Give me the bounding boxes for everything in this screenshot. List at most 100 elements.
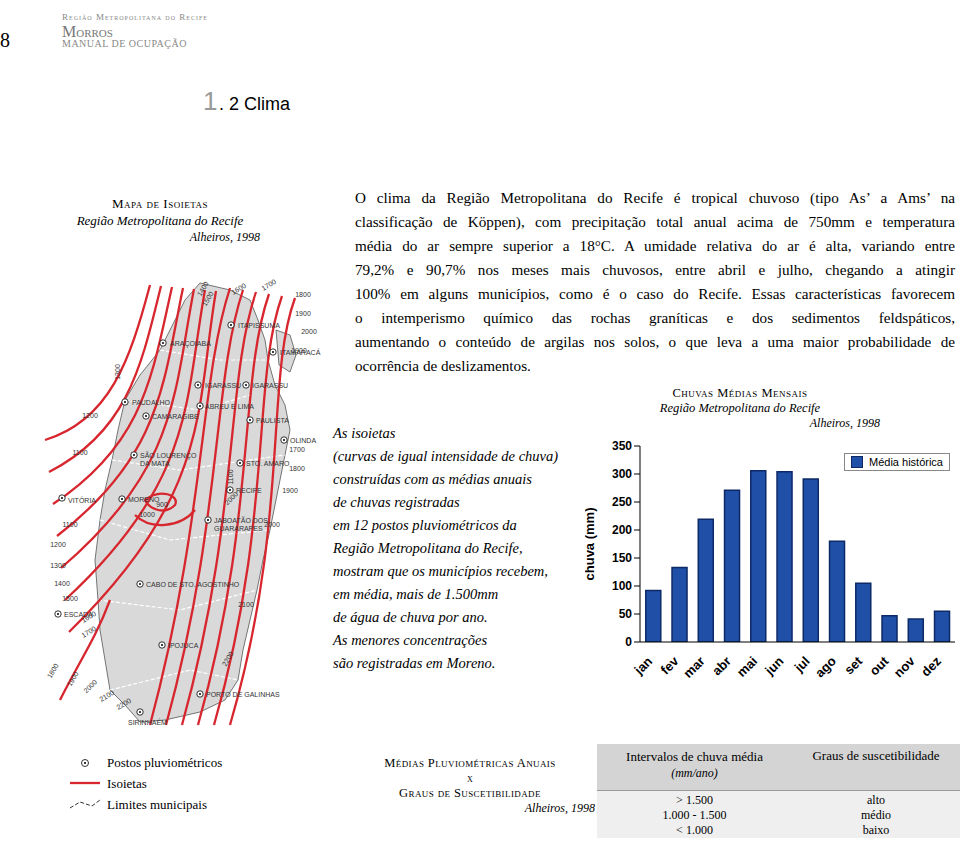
svg-text:1700: 1700 [289,446,305,453]
svg-text:SÃO LOURENÇODA MATA: SÃO LOURENÇODA MATA [140,451,197,467]
html-text:O clima da Região Metropolitan: O clima da Região Metropolitana do Recif… [355,189,955,206]
svg-text:STO. AMARO: STO. AMARO [246,460,290,467]
svg-text:fev: fev [658,653,682,677]
svg-text:CAMARAGIBE: CAMARAGIBE [152,413,199,420]
svg-text:ARAÇOIABA: ARAÇOIABA [170,340,211,348]
svg-text:1700: 1700 [260,278,277,292]
svg-text:ago: ago [812,653,839,680]
svg-text:ITAMARACÁ: ITAMARACÁ [280,348,321,356]
svg-text:8: 8 [8,29,10,51]
svg-text:nov: nov [891,653,918,680]
html-text:mostram que os municípios rece: mostram que os municípios recebem, [333,563,548,579]
svg-text:1900: 1900 [291,347,307,354]
svg-text:MANUAL DE OCUPAÇÃO: MANUAL DE OCUPAÇÃO [62,38,187,49]
svg-text:dez: dez [918,653,944,679]
svg-text:jan: jan [631,653,656,678]
svg-text:set: set [841,653,865,677]
svg-text:2200: 2200 [115,697,132,711]
html-text:de água de chuva por ano.: de água de chuva por ano. [333,609,488,625]
html-text:de chuvas registradas: de chuvas registradas [333,494,460,510]
svg-text:1500: 1500 [62,595,78,602]
svg-text:ITAPISSUMA: ITAPISSUMA [238,322,280,329]
svg-text:RECIFE: RECIFE [236,487,262,494]
svg-text:PAULISTA: PAULISTA [256,417,289,424]
svg-text:CABO DE STO. AGOSTINHO: CABO DE STO. AGOSTINHO [146,581,240,588]
html-text:ocorrência de deslizamentos.: ocorrência de deslizamentos. [355,357,531,374]
svg-text:1800: 1800 [46,662,60,679]
html-text:As isoietas: As isoietas [333,425,396,441]
svg-text:. 2 Clima: . 2 Clima [219,94,291,114]
svg-text:250: 250 [612,495,632,509]
svg-text:2100: 2100 [98,689,115,703]
html-text:79,2% e 90,7% nos meses mais c: 79,2% e 90,7% nos meses mais chuvosos, e… [355,261,955,278]
svg-text:jul: jul [791,654,813,676]
html-text:o intemperismo químico das roc: o intemperismo químico das rochas granít… [355,309,955,326]
svg-text:1000: 1000 [139,511,155,518]
svg-text:1200: 1200 [82,412,98,419]
svg-text:ABREU E LIMA: ABREU E LIMA [205,403,254,410]
svg-text:1800: 1800 [295,291,311,298]
svg-text:1300: 1300 [114,364,121,380]
svg-text:2000: 2000 [82,678,98,694]
svg-text:IGARASSU: IGARASSU [205,382,241,389]
svg-text:2000: 2000 [223,490,239,506]
svg-text:1100: 1100 [227,469,234,484]
svg-text:Morros: Morros [62,23,113,40]
html-text:em 12 postos pluviométricos da: em 12 postos pluviométricos da [333,517,517,533]
svg-text:2100: 2100 [238,601,254,608]
html-text:são registradas em Moreno.: são registradas em Moreno. [333,655,496,671]
html-text:média do ar sempre superior a: média do ar sempre superior a 18°C. A um… [355,237,955,254]
html-text:Região Metropolitana do Recife: Região Metropolitana do Recife, [333,540,523,556]
svg-text:1200: 1200 [50,541,66,548]
svg-text:1600: 1600 [80,610,97,624]
svg-text:1: 1 [203,86,217,116]
svg-text:VITÓRIA: VITÓRIA [68,496,96,504]
svg-text:1800: 1800 [289,465,305,472]
svg-text:OLINDA: OLINDA [290,437,316,444]
svg-text:mai: mai [734,654,760,680]
svg-text:350: 350 [612,439,632,453]
svg-text:Limites municipais: Limites municipais [107,797,207,812]
html-text:100% em alguns municípios, com: 100% em alguns municípios, como é o caso… [355,285,955,302]
html-text:construídas com as médias anua: construídas com as médias anuais [333,471,532,487]
svg-text:Região Metropolitana do Recife: Região Metropolitana do Recife [62,12,208,22]
svg-text:300: 300 [612,467,632,481]
svg-text:mar: mar [680,654,707,681]
svg-text:JABOATÃO DOSGUARARAPES: JABOATÃO DOSGUARARAPES [214,516,268,532]
html-text:As menores concentrações: As menores concentrações [333,632,488,648]
svg-text:IPOJUCA: IPOJUCA [168,642,199,649]
svg-text:1300: 1300 [50,562,66,569]
svg-text:1500: 1500 [201,290,215,307]
svg-text:PAUDALHO: PAUDALHO [132,399,171,406]
svg-text:200: 200 [612,523,632,537]
svg-text:50: 50 [619,607,633,621]
html-text:aumentando o conteúdo de argil: aumentando o conteúdo de argilas nos sol… [355,333,955,350]
svg-text:1100: 1100 [72,449,87,456]
svg-text:1600: 1600 [230,282,247,296]
svg-text:150: 150 [612,551,632,565]
svg-text:2000: 2000 [264,521,280,528]
svg-text:jun: jun [761,653,786,678]
svg-text:SIRINHAÉM: SIRINHAÉM [128,718,167,726]
svg-text:0: 0 [625,635,632,649]
svg-text:100: 100 [612,579,632,593]
svg-text:1700: 1700 [80,625,97,639]
html-text:classificação de Köppen), com: classificação de Köppen), com precipitaç… [355,213,955,230]
svg-text:1100: 1100 [62,521,77,528]
html-text:em média, mais de 1.500mm: em média, mais de 1.500mm [333,586,499,602]
svg-text:900: 900 [156,501,168,508]
svg-text:1400: 1400 [54,580,70,587]
svg-text:Postos pluviométricos: Postos pluviométricos [107,755,222,770]
svg-text:1900: 1900 [66,670,80,687]
svg-text:out: out [867,653,892,678]
svg-text:2200: 2200 [221,650,235,667]
svg-text:Isoietas: Isoietas [107,776,147,791]
svg-text:1900: 1900 [295,310,311,317]
svg-text:1900: 1900 [282,487,298,494]
html-text:(curvas de igual intensidade d: (curvas de igual intensidade de chuva) [333,448,559,464]
svg-text:chuva (mm): chuva (mm) [585,508,597,581]
svg-text:abr: abr [709,654,734,679]
svg-text:IGARASSU: IGARASSU [252,382,288,389]
svg-text:PORTO DE GALINHAS: PORTO DE GALINHAS [206,691,280,698]
svg-text:2000: 2000 [301,328,317,335]
